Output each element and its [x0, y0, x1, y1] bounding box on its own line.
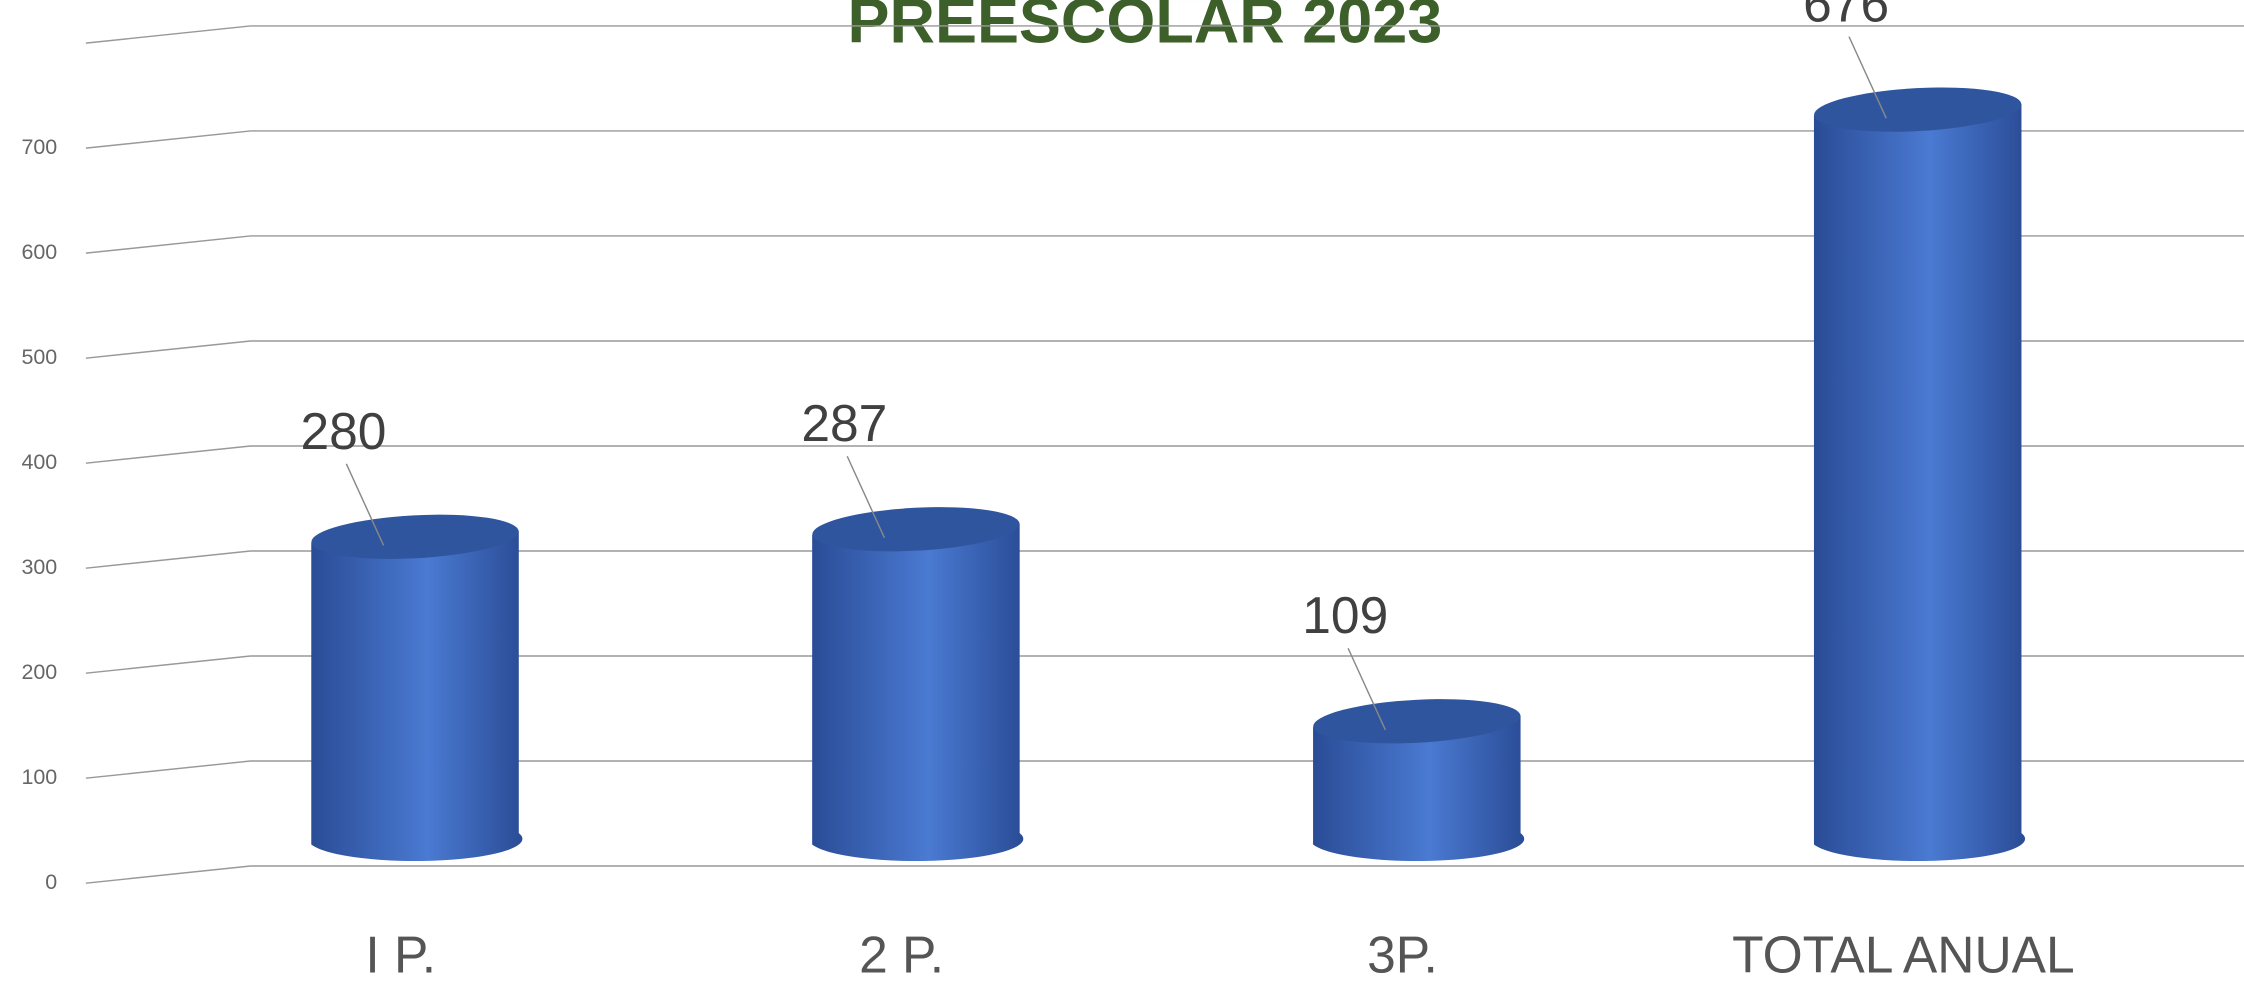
bar-top [1313, 699, 1521, 744]
grid-line [85, 340, 251, 359]
bar [311, 531, 523, 862]
value-label: 287 [801, 394, 887, 452]
bar-top [1814, 87, 2022, 132]
bar-top [311, 514, 519, 559]
grid-line [85, 865, 251, 884]
leader-line [1848, 36, 1887, 119]
y-tick-label: 100 [21, 765, 57, 789]
chart-title: PREESCOLAR 2023 [848, 0, 1443, 57]
value-label: 280 [300, 402, 386, 460]
y-tick-label: 300 [21, 555, 57, 579]
grid-line [85, 130, 251, 149]
bar [1313, 715, 1525, 862]
x-tick-label: 2 P. [859, 926, 944, 984]
y-tick-label: 500 [21, 345, 57, 369]
grid-line [85, 760, 251, 779]
leader-line [345, 463, 385, 546]
x-tick-label: TOTAL ANUAL [1732, 926, 2075, 984]
grid-line [85, 550, 251, 569]
x-tick-label: I P. [365, 926, 436, 984]
bar [812, 523, 1024, 862]
bar-top [812, 507, 1020, 552]
y-tick-label: 600 [21, 240, 57, 264]
leader-line [846, 455, 886, 539]
y-tick-label: 400 [21, 450, 57, 474]
grid-line [85, 235, 251, 254]
bar [1813, 103, 2026, 862]
grid-line [85, 445, 251, 464]
title-backdrop [544, 0, 1746, 79]
value-label: 676 [1803, 0, 1889, 33]
frame-line [85, 25, 251, 44]
x-tick-label: 3P. [1367, 926, 1438, 984]
y-tick-label: 700 [21, 135, 57, 159]
leader-line [1347, 647, 1386, 731]
grid-line [85, 655, 251, 674]
y-tick-label: 200 [21, 660, 57, 684]
value-label: 109 [1302, 586, 1388, 644]
y-tick-label: 0 [45, 870, 57, 894]
